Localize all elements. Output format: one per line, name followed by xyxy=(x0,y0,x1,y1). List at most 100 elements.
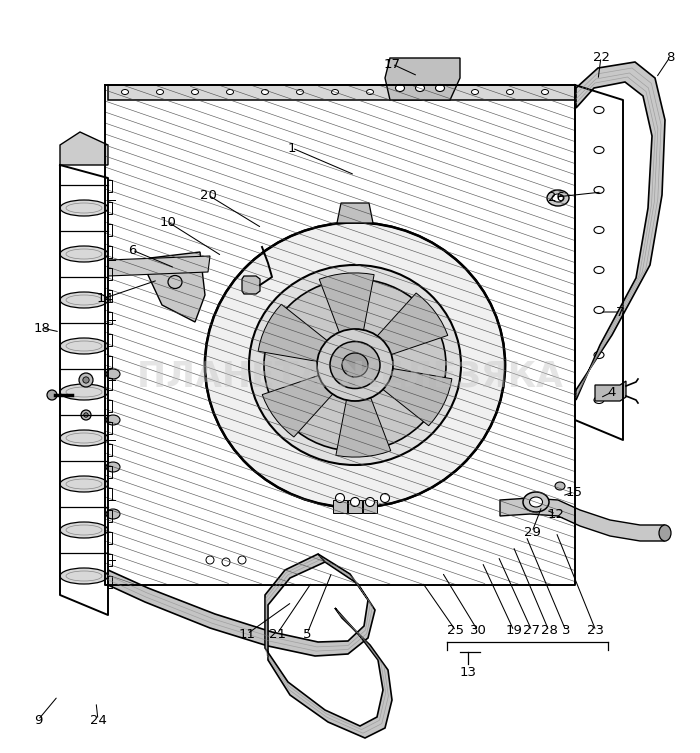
Ellipse shape xyxy=(106,509,120,519)
Text: 19: 19 xyxy=(505,624,522,638)
Circle shape xyxy=(206,556,214,564)
Polygon shape xyxy=(258,304,327,361)
Ellipse shape xyxy=(594,352,604,358)
Text: 6: 6 xyxy=(128,243,136,257)
Ellipse shape xyxy=(206,224,504,507)
Ellipse shape xyxy=(60,384,108,400)
Ellipse shape xyxy=(60,292,108,308)
Ellipse shape xyxy=(555,482,565,490)
Text: 24: 24 xyxy=(90,714,106,727)
Circle shape xyxy=(381,493,389,502)
Ellipse shape xyxy=(227,90,234,94)
Ellipse shape xyxy=(594,267,604,273)
Ellipse shape xyxy=(60,568,108,584)
Ellipse shape xyxy=(402,90,409,94)
Circle shape xyxy=(351,498,360,507)
Text: 17: 17 xyxy=(384,57,400,71)
Polygon shape xyxy=(265,554,392,738)
Ellipse shape xyxy=(249,265,461,465)
Circle shape xyxy=(222,558,230,566)
Ellipse shape xyxy=(552,194,564,202)
Text: ПЛАНЕТА ЖЕЛЕЗЯКА: ПЛАНЕТА ЖЕЛЕЗЯКА xyxy=(137,359,563,394)
Polygon shape xyxy=(242,276,260,294)
Text: 10: 10 xyxy=(160,215,176,228)
Polygon shape xyxy=(576,62,665,400)
Ellipse shape xyxy=(547,190,569,206)
Polygon shape xyxy=(148,252,205,322)
Ellipse shape xyxy=(60,200,108,216)
Ellipse shape xyxy=(437,90,444,94)
Ellipse shape xyxy=(60,338,108,354)
Circle shape xyxy=(365,498,375,507)
Circle shape xyxy=(79,373,93,387)
Ellipse shape xyxy=(262,90,269,94)
Polygon shape xyxy=(348,500,362,513)
Ellipse shape xyxy=(594,306,604,313)
Ellipse shape xyxy=(122,90,129,94)
Text: 4: 4 xyxy=(608,386,616,398)
Text: 29: 29 xyxy=(524,526,540,538)
Text: 26: 26 xyxy=(547,191,564,203)
Text: 12: 12 xyxy=(547,508,564,520)
Ellipse shape xyxy=(342,353,368,377)
Ellipse shape xyxy=(157,90,164,94)
Ellipse shape xyxy=(60,522,108,538)
Polygon shape xyxy=(336,398,391,457)
Ellipse shape xyxy=(542,90,549,94)
Circle shape xyxy=(81,410,91,420)
Ellipse shape xyxy=(594,227,604,233)
Polygon shape xyxy=(108,554,375,656)
Text: 11: 11 xyxy=(239,627,256,641)
Ellipse shape xyxy=(106,369,120,379)
Circle shape xyxy=(335,493,344,502)
Polygon shape xyxy=(108,85,575,100)
Polygon shape xyxy=(383,368,452,425)
Text: 3: 3 xyxy=(561,624,570,638)
Text: 21: 21 xyxy=(269,627,286,641)
Circle shape xyxy=(47,390,57,400)
Text: 7: 7 xyxy=(616,306,624,319)
Ellipse shape xyxy=(367,90,374,94)
Ellipse shape xyxy=(332,90,339,94)
Ellipse shape xyxy=(264,279,446,451)
Ellipse shape xyxy=(297,90,304,94)
Text: 20: 20 xyxy=(199,188,216,202)
Text: 13: 13 xyxy=(459,666,477,678)
Text: 5: 5 xyxy=(302,627,312,641)
Text: 1: 1 xyxy=(288,142,296,154)
Ellipse shape xyxy=(435,84,444,92)
Polygon shape xyxy=(595,381,626,401)
Polygon shape xyxy=(363,500,377,513)
Polygon shape xyxy=(333,500,347,513)
Ellipse shape xyxy=(472,90,479,94)
Ellipse shape xyxy=(529,497,542,507)
Ellipse shape xyxy=(330,342,380,389)
Ellipse shape xyxy=(659,525,671,541)
Ellipse shape xyxy=(60,476,108,492)
Ellipse shape xyxy=(523,492,549,512)
Text: 22: 22 xyxy=(592,50,610,63)
Polygon shape xyxy=(500,498,665,541)
Text: 23: 23 xyxy=(587,624,605,638)
Text: 8: 8 xyxy=(666,50,674,63)
Text: 18: 18 xyxy=(34,322,50,334)
Text: 25: 25 xyxy=(447,624,465,638)
Text: 28: 28 xyxy=(540,624,557,638)
Circle shape xyxy=(84,413,88,417)
Text: 27: 27 xyxy=(524,624,540,638)
Polygon shape xyxy=(319,273,374,332)
Circle shape xyxy=(238,556,246,564)
Ellipse shape xyxy=(60,430,108,446)
Ellipse shape xyxy=(60,246,108,262)
Text: 14: 14 xyxy=(97,291,113,304)
Ellipse shape xyxy=(507,90,514,94)
Polygon shape xyxy=(60,132,108,165)
Polygon shape xyxy=(337,203,373,223)
Ellipse shape xyxy=(416,84,424,92)
Ellipse shape xyxy=(192,90,199,94)
Text: 15: 15 xyxy=(566,486,582,498)
Ellipse shape xyxy=(106,462,120,472)
Polygon shape xyxy=(377,293,448,355)
Circle shape xyxy=(83,376,89,383)
Ellipse shape xyxy=(106,415,120,425)
